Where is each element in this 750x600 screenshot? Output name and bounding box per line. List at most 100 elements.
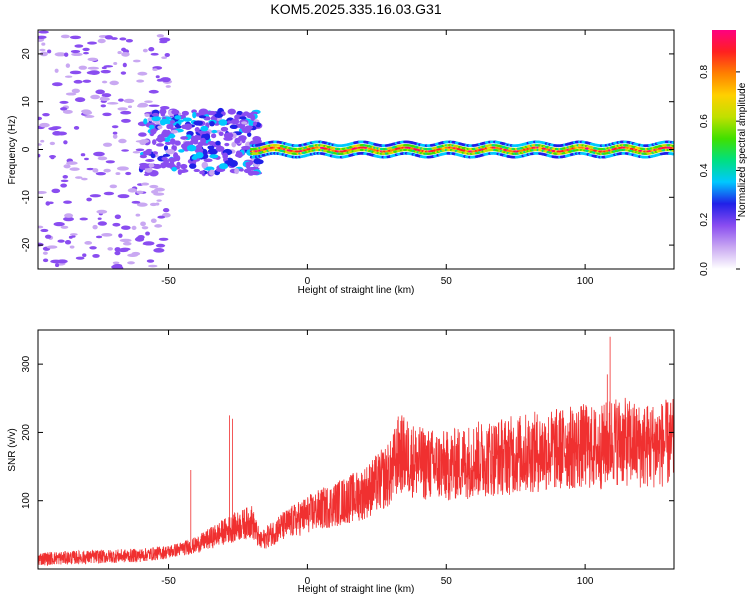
spectrogram-cell	[180, 169, 189, 173]
spectrogram-cell	[171, 109, 180, 115]
spectrogram-cell	[155, 75, 160, 79]
spectrogram-cell	[82, 47, 90, 52]
spectrogram-cell	[127, 188, 138, 193]
spectrogram-y-ticks: -20 -10 0 10 20	[21, 48, 674, 252]
spectrogram-cell	[159, 118, 167, 126]
spectrogram-cell	[44, 234, 52, 239]
spectrogram-cell	[40, 139, 45, 143]
spectrogram-cell	[170, 138, 176, 145]
spectrogram-cell	[103, 168, 111, 173]
spectrogram-cell	[39, 48, 46, 52]
spectrogram-cell	[63, 164, 71, 169]
snr-y-label: SNR (v/v)	[7, 428, 18, 471]
x-tick-label: -50	[161, 576, 176, 587]
spectrogram-cell	[162, 207, 170, 213]
spectrogram-cell	[234, 137, 241, 144]
spectrogram-cell	[117, 194, 130, 199]
spectrogram-cell	[154, 224, 163, 228]
x-tick-label: 0	[305, 576, 311, 587]
spectrogram-cell	[137, 104, 145, 108]
spectrogram-cell	[199, 170, 205, 175]
spectrogram-cell	[161, 56, 168, 59]
spectrogram-cell	[138, 132, 147, 137]
spectrogram-cell	[671, 144, 674, 148]
snr-x-ticks: -50 0 50 100	[161, 330, 594, 587]
spectrogram-cell	[42, 112, 50, 117]
y-tick-label: -10	[21, 190, 32, 205]
spectrogram-cell	[223, 132, 234, 139]
spectrogram-cell	[89, 246, 97, 250]
spectrogram-cell	[63, 140, 68, 145]
chart-title: KOM5.2025.335.16.03.G31	[270, 1, 441, 17]
spectrogram-cell	[151, 116, 161, 122]
spectrogram-cell	[111, 125, 119, 129]
spectrogram-cell	[62, 109, 73, 114]
spectrogram-cell	[121, 51, 130, 57]
spectrogram-cell	[118, 98, 124, 102]
spectrogram-cell	[136, 236, 141, 241]
spectrogram-cell	[102, 142, 113, 147]
spectrogram-cell	[155, 202, 160, 206]
spectrogram-cell	[38, 153, 41, 158]
spectrogram-cell	[155, 243, 166, 248]
spectrogram-cell	[158, 237, 169, 241]
spectrogram-x-ticks: -50 0 50 100	[161, 30, 594, 287]
spectrogram-cell	[92, 224, 98, 230]
spectrogram-cell	[122, 241, 132, 246]
spectrogram-cell	[195, 151, 204, 159]
spectrogram-cell	[152, 151, 159, 155]
spectrogram-cell	[156, 34, 165, 38]
spectrogram-cell	[53, 221, 65, 227]
spectrogram-cell	[177, 119, 184, 123]
spectrogram-cell	[42, 251, 48, 255]
spectrogram-cell	[118, 248, 129, 253]
spectrogram-cell	[144, 100, 153, 103]
spectrogram-cell	[88, 70, 100, 75]
spectrogram-cell	[120, 71, 127, 75]
spectrogram-cell	[49, 141, 56, 146]
spectrogram-cell	[145, 159, 155, 162]
spectrogram-cell	[671, 141, 674, 144]
spectrogram-cell	[63, 216, 74, 222]
spectrogram-cell	[198, 130, 209, 135]
spectrogram-cell	[156, 78, 164, 82]
spectrogram-cell	[227, 108, 236, 115]
spectrogram-cell	[38, 35, 47, 39]
spectrogram-cell	[180, 143, 187, 149]
spectrogram-cell	[110, 37, 118, 40]
spectrogram-cell	[140, 182, 150, 186]
spectrogram-cell	[148, 124, 155, 130]
spectrogram-cell	[66, 161, 78, 165]
spectrogram-cell	[70, 49, 81, 54]
spectrogram-cell	[42, 258, 49, 263]
spectrogram-cell	[97, 217, 102, 220]
spectrogram-cell	[157, 215, 166, 219]
spectrogram-cell	[69, 245, 75, 249]
spectrogram-cell	[39, 122, 50, 128]
spectrogram-cell	[148, 89, 159, 94]
spectrogram-cell	[127, 105, 133, 109]
spectrogram-cell	[152, 68, 158, 72]
spectrogram-cell	[60, 183, 68, 188]
spectrogram-cell	[143, 118, 148, 125]
spectrogram-cell	[103, 191, 115, 196]
spectrogram-cell	[248, 119, 255, 127]
spectrogram-cell	[142, 150, 152, 156]
spectrogram-cell	[169, 120, 175, 124]
spectrogram-cell	[215, 145, 225, 152]
spectrogram-cell	[52, 131, 62, 136]
spectrogram-cell	[141, 226, 149, 230]
spectrogram-cell	[97, 38, 106, 44]
spectrogram-cell	[163, 145, 169, 151]
spectrogram-cell	[191, 155, 198, 160]
spectrogram-y-label: Frequency (Hz)	[7, 116, 18, 185]
y-tick-label: 0	[21, 146, 32, 152]
snr-y-ticks: 100 200 300	[21, 355, 674, 509]
spectrogram-cell	[211, 129, 218, 134]
spectrogram-cell	[51, 126, 62, 130]
spectrogram-cell	[198, 115, 207, 119]
spectrogram-cell	[38, 116, 43, 121]
spectrogram-cell	[84, 241, 93, 245]
snr-panel: -50 0 50 100 100 200 300 Height of straight l…	[7, 329, 675, 595]
